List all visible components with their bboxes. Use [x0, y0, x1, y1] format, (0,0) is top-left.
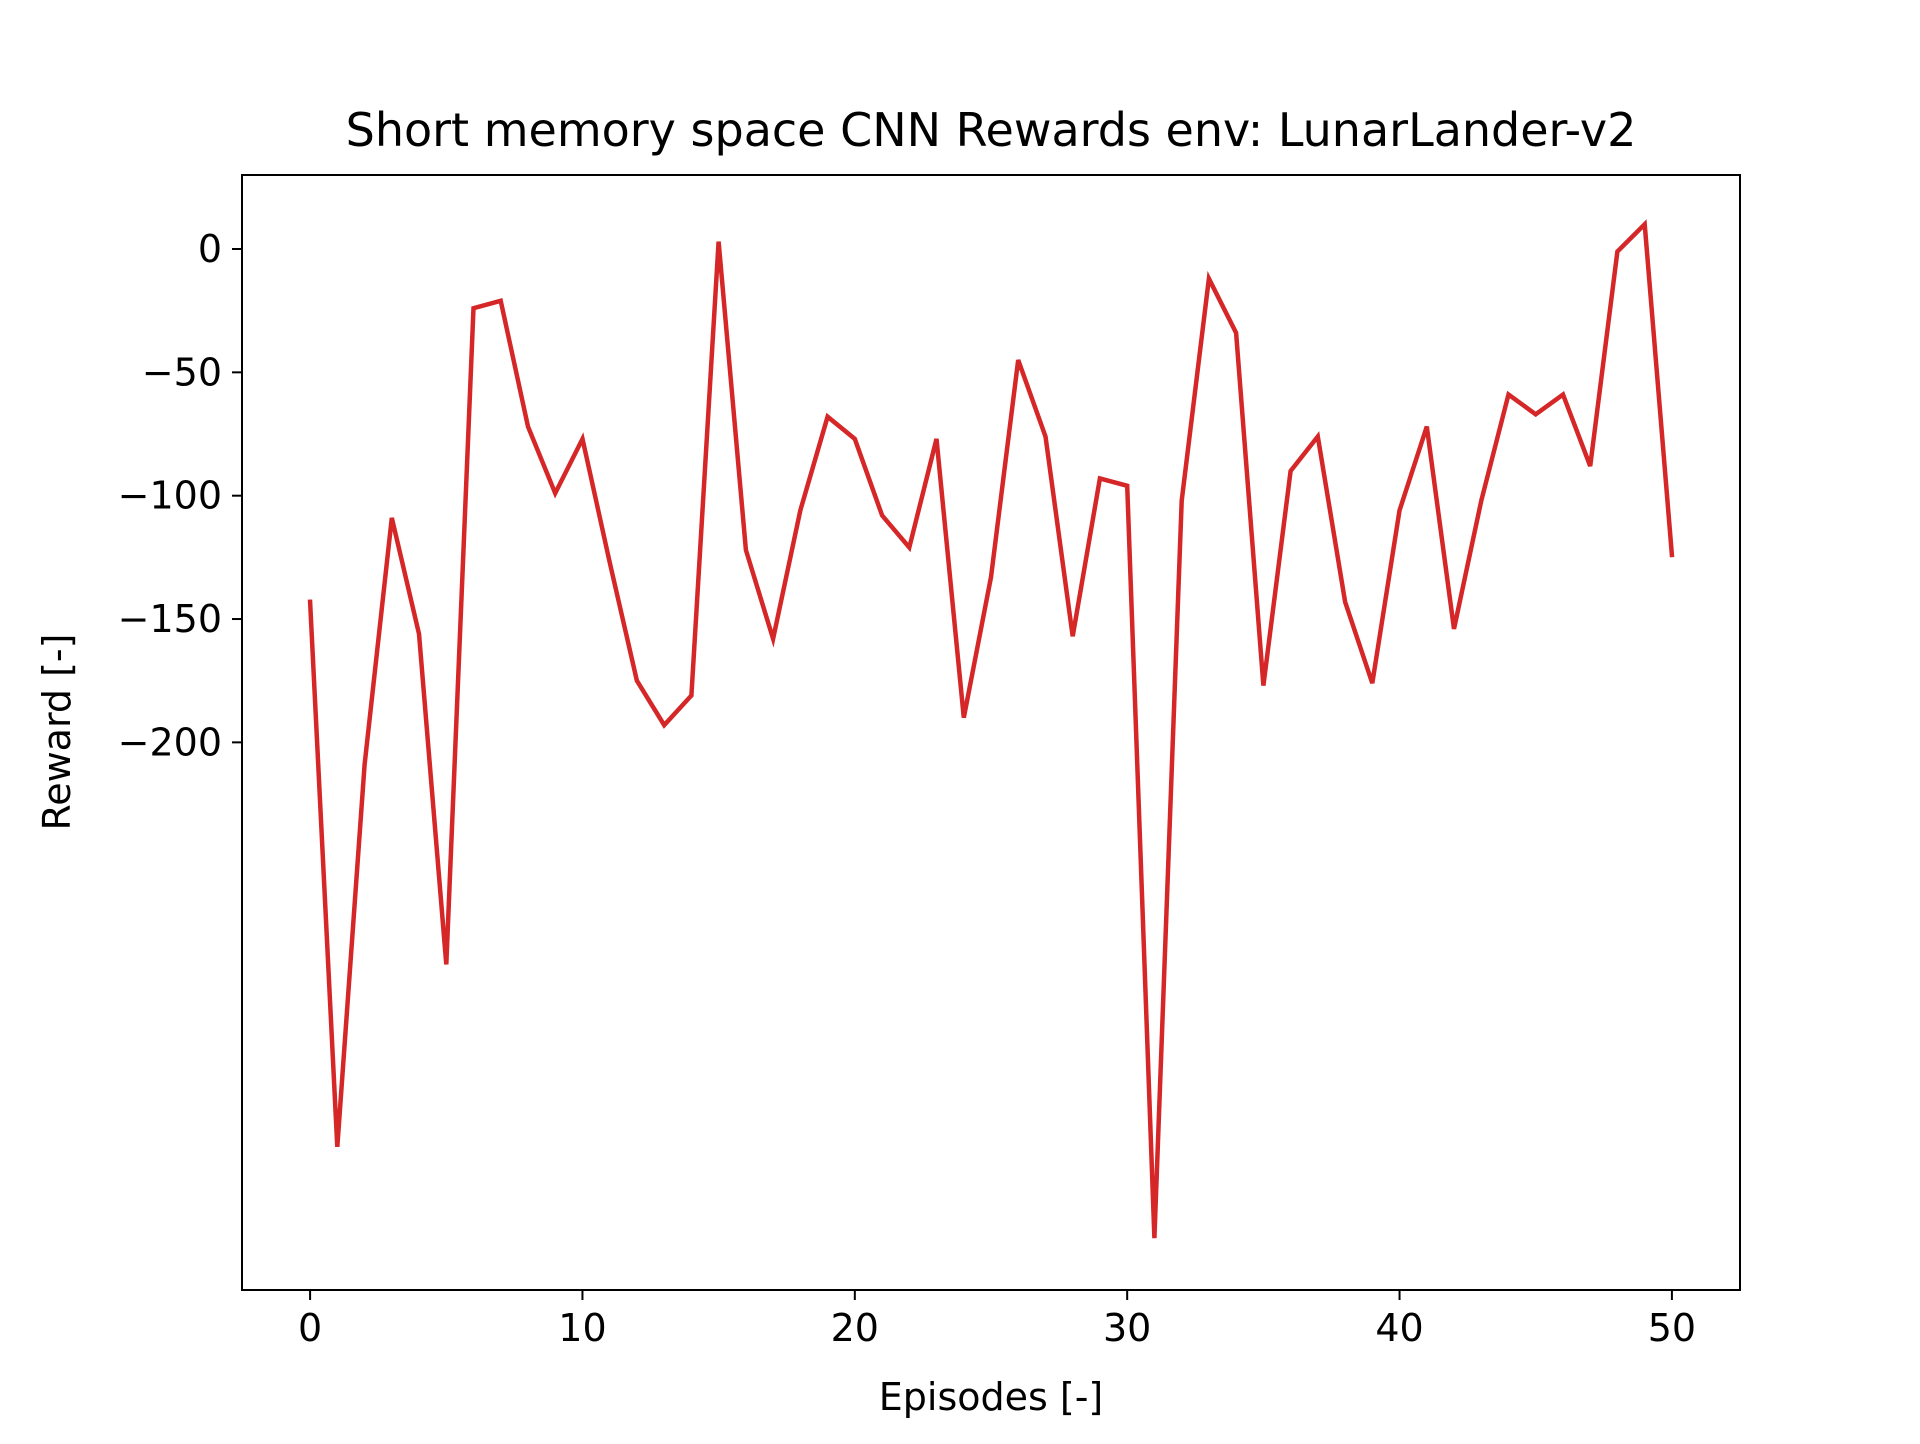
y-axis-label: Reward [-] — [35, 634, 79, 831]
y-axis: 0 −50 −100 −150 −200 — [118, 227, 242, 764]
plot-area — [307, 219, 1675, 1239]
x-tick-label: 20 — [831, 1306, 879, 1350]
axes-frame — [241, 174, 1741, 1291]
y-tick-label: −50 — [142, 350, 222, 394]
y-tick-label: −200 — [118, 720, 222, 764]
chart-title: Short memory space CNN Rewards env: Luna… — [346, 103, 1637, 157]
x-tick-label: 0 — [298, 1306, 322, 1350]
y-tick-label: 0 — [198, 227, 222, 271]
y-tick-label: −150 — [118, 597, 222, 641]
x-tick-label: 40 — [1375, 1306, 1423, 1350]
y-tick-label: −100 — [118, 474, 222, 518]
x-axis-label: Episodes [-] — [879, 1375, 1103, 1419]
reward-series-line — [307, 219, 1675, 1239]
x-axis: 0 10 20 30 40 50 — [298, 1290, 1696, 1350]
x-tick-label: 50 — [1648, 1306, 1696, 1350]
x-tick-label: 30 — [1103, 1306, 1151, 1350]
x-tick-label: 10 — [558, 1306, 606, 1350]
